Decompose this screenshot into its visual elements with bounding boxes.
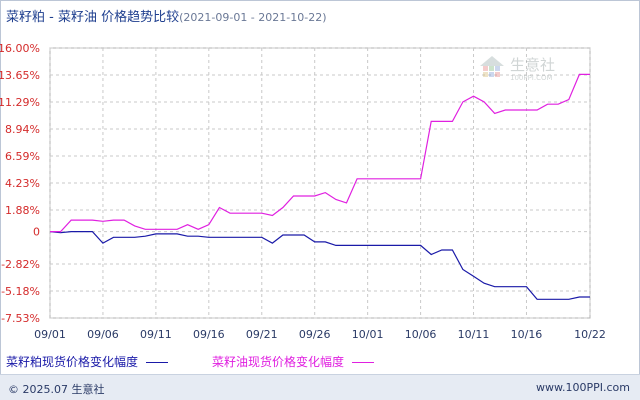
x-tick-label: 09/06 — [87, 328, 119, 341]
legend-item-rapeseed-oil: 菜籽油现货价格变化幅度 — [212, 353, 375, 370]
watermark-logo: 生意社 100PPI.COM — [480, 56, 555, 82]
x-tick-label: 10/22 — [574, 328, 606, 341]
series — [49, 73, 590, 300]
y-axis-labels: 16.00% 13.65% 11.29% 8.94% 6.59% 4.23% 1.88% 0 -… — [0, 42, 40, 325]
watermark-url: 100PPI.COM — [510, 74, 553, 82]
x-tick-label: 09/16 — [193, 328, 225, 341]
footer-site-link[interactable]: www.100PPI.com — [536, 381, 630, 394]
legend-label-rapeseed-meal: 菜籽粕现货价格变化幅度 — [6, 355, 139, 369]
y-tick-label: 6.59% — [5, 150, 40, 163]
y-tick-label: 13.65% — [0, 69, 40, 82]
y-tick-label: -7.53% — [1, 312, 40, 325]
date-range: (2021-09-01 - 2021-10-22) — [179, 11, 327, 24]
logo-icon — [480, 56, 504, 77]
chart-title-bar: 菜籽粕 - 菜籽油 价格趋势比较(2021-09-01 - 2021-10-22… — [6, 6, 327, 25]
legend-item-rapeseed-meal: 菜籽粕现货价格变化幅度 — [6, 353, 169, 370]
x-tick-label: 10/16 — [511, 328, 543, 341]
series-line-rapeseed-meal — [49, 231, 590, 300]
x-tick-label: 09/11 — [140, 328, 172, 341]
legend-label-rapeseed-oil: 菜籽油现货价格变化幅度 — [212, 355, 345, 369]
x-axis-labels: 09/01 09/06 09/11 09/16 09/21 09/26 10/01 10/06… — [34, 328, 606, 341]
y-tick-label: 11.29% — [0, 96, 40, 109]
grid — [49, 47, 591, 319]
legend-swatch-rapeseed-meal — [146, 362, 169, 363]
footer: © 2025.07 生意社 www.100PPI.com — [0, 374, 640, 400]
y-tick-label: -5.18% — [1, 285, 40, 298]
y-tick-label: 16.00% — [0, 42, 40, 55]
x-tick-label: 09/01 — [34, 328, 66, 341]
y-tick-label: 0 — [33, 226, 40, 239]
chart-title: 菜籽粕 - 菜籽油 价格趋势比较 — [6, 10, 180, 25]
y-tick-label: 8.94% — [5, 123, 40, 136]
series-line-rapeseed-oil — [50, 73, 590, 233]
footer-copyright: © 2025.07 生意社 — [8, 383, 105, 396]
y-tick-label: 4.23% — [5, 177, 40, 190]
watermark-brand: 生意社 — [510, 56, 555, 74]
x-tick-label: 09/26 — [299, 328, 331, 341]
x-tick-label: 09/21 — [246, 328, 278, 341]
x-tick-label: 10/06 — [405, 328, 437, 341]
x-tick-label: 10/11 — [458, 328, 490, 341]
y-tick-label: -2.82% — [1, 258, 40, 271]
legend-swatch-rapeseed-oil — [352, 362, 375, 363]
y-tick-label: 1.88% — [5, 204, 40, 217]
x-tick-label: 10/01 — [352, 328, 384, 341]
